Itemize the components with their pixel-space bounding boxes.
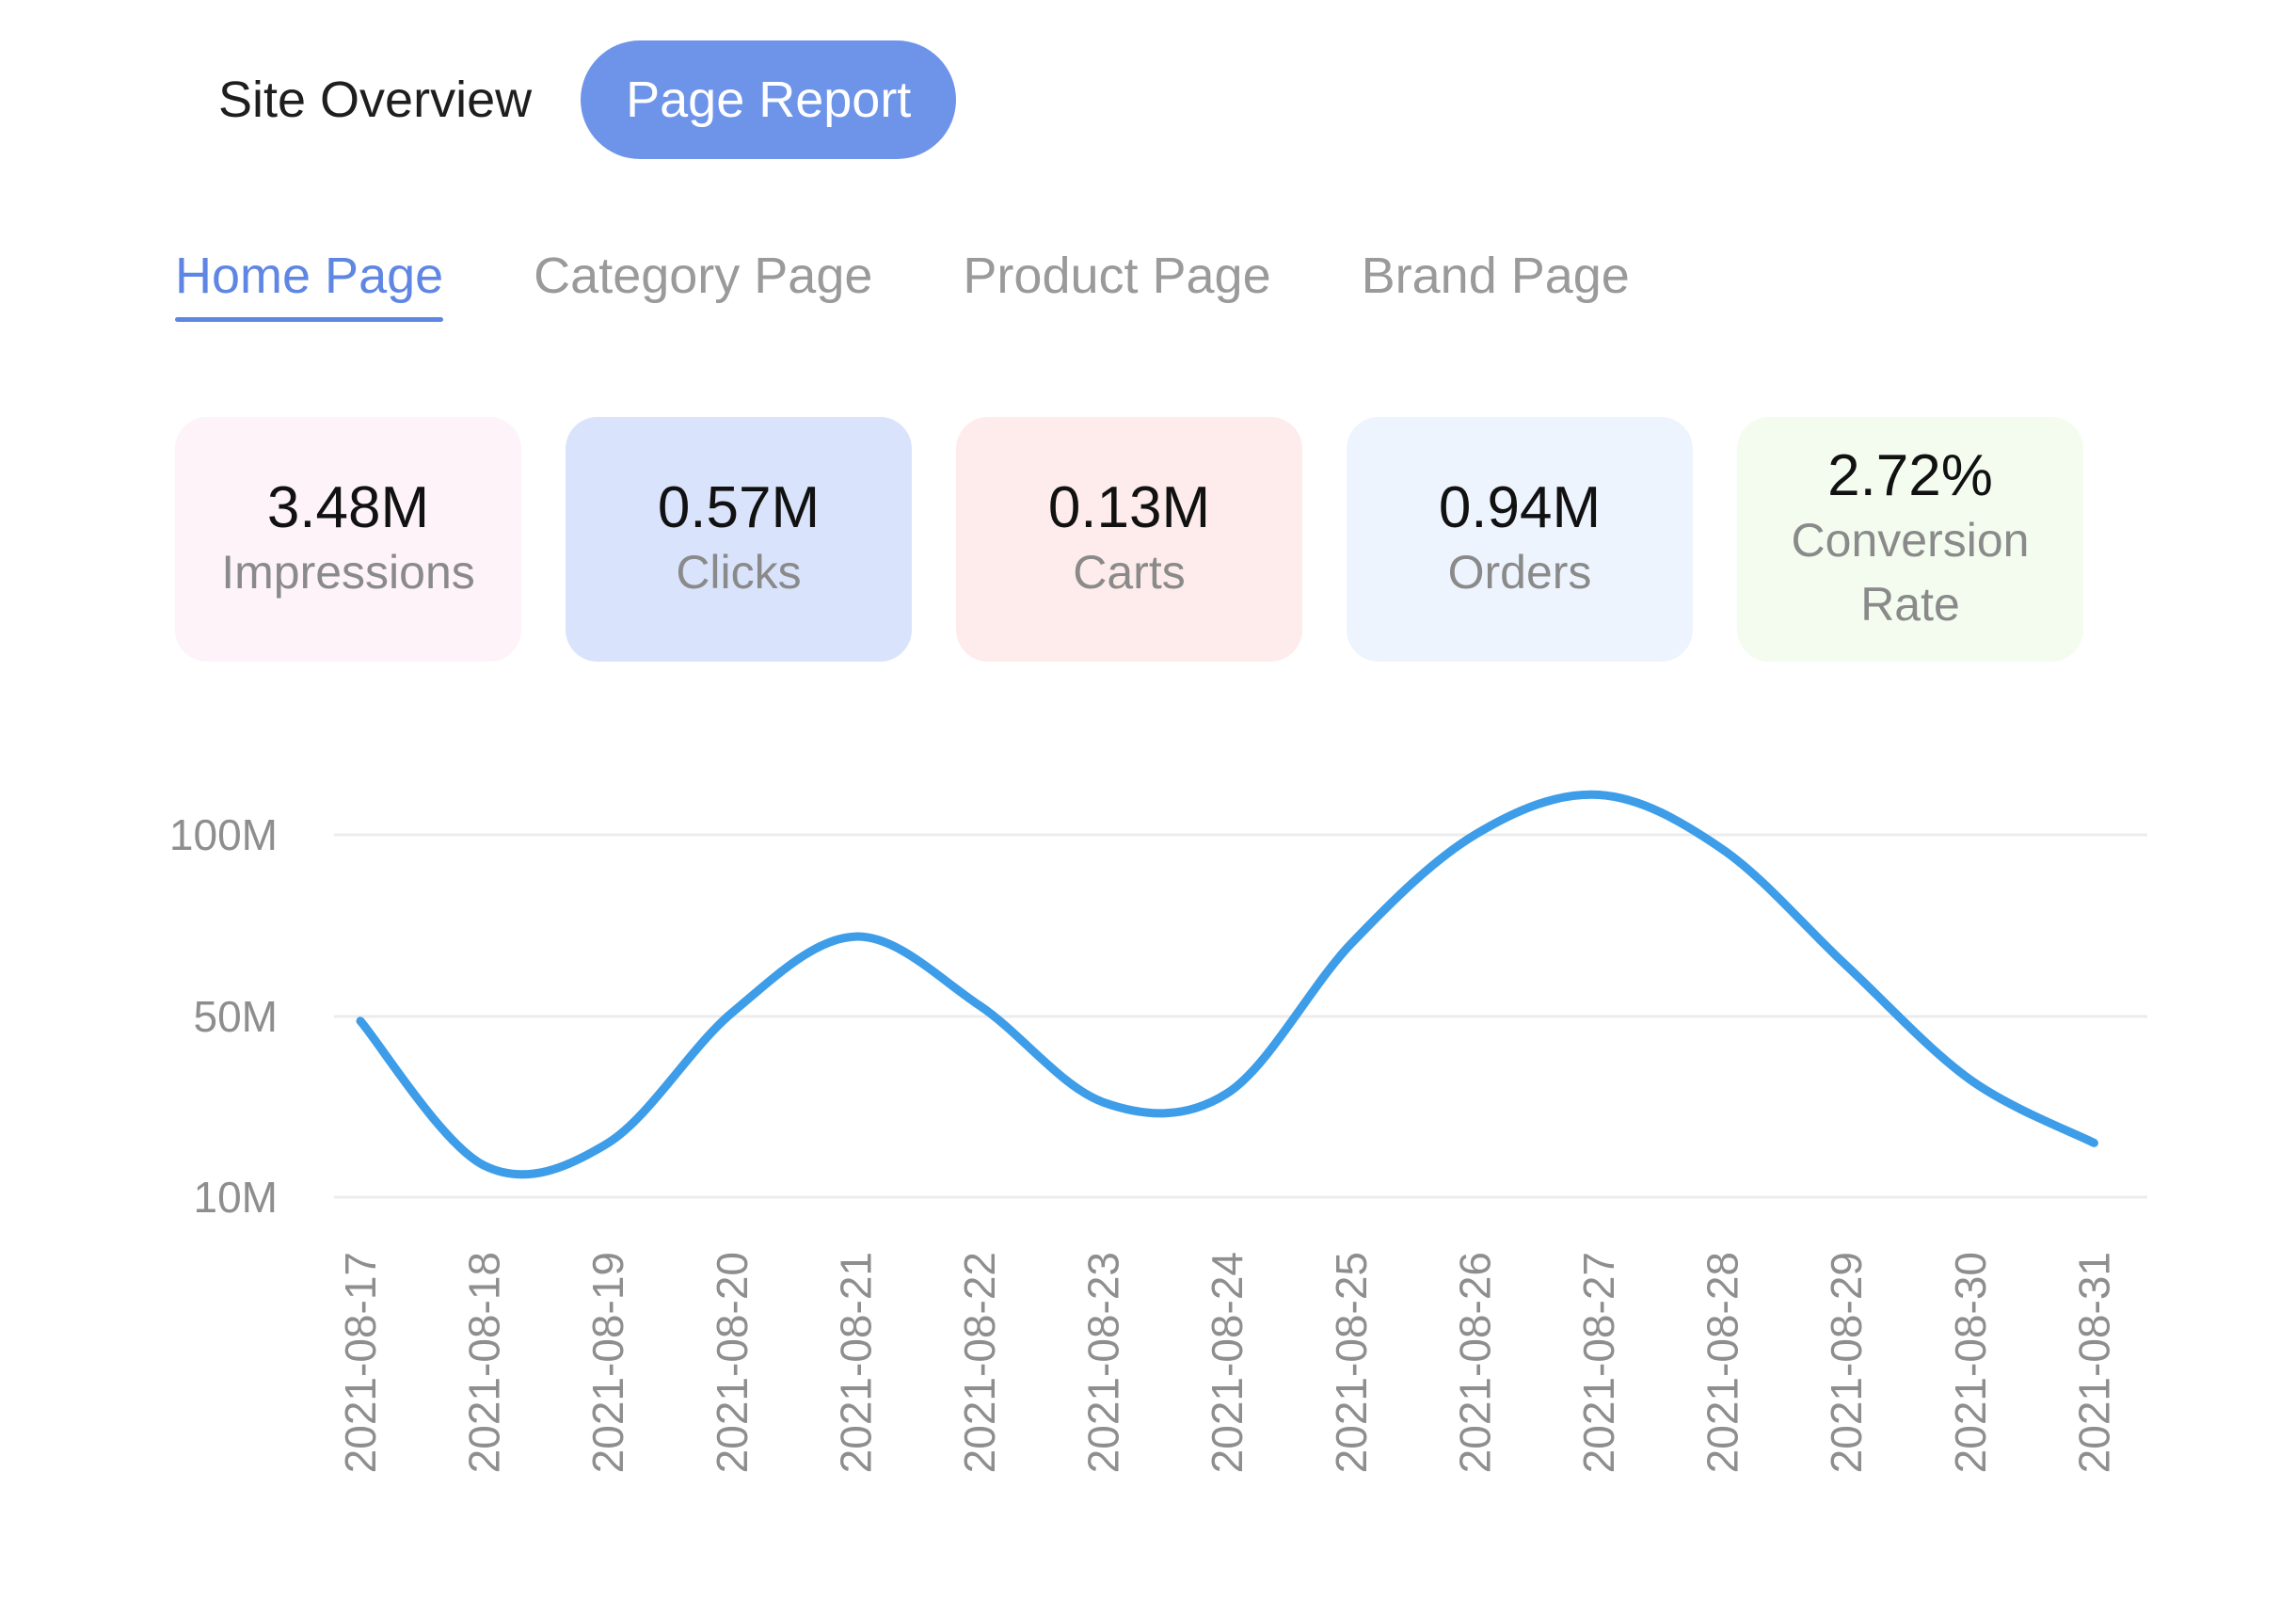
x-tick-label: 2021-08-29: [1822, 1252, 1871, 1473]
kpi-value: 0.94M: [1438, 474, 1602, 540]
x-tick-label: 2021-08-24: [1203, 1252, 1252, 1473]
tab-brand-page[interactable]: Brand Page: [1361, 248, 1630, 304]
x-tick-label: 2021-08-19: [583, 1252, 632, 1473]
page-tab-bar: Home Page Category Page Product Page Bra…: [175, 247, 1720, 322]
kpi-card-orders: 0.94M Orders: [1347, 417, 1693, 662]
x-tick-label: 2021-08-17: [336, 1252, 385, 1473]
x-tick-label: 2021-08-22: [955, 1252, 1004, 1473]
x-tick-label: 2021-08-23: [1079, 1252, 1128, 1473]
x-tick-label: 2021-08-25: [1327, 1252, 1376, 1473]
series-line: [356, 790, 2098, 1179]
tab-site-overview[interactable]: Site Overview: [218, 72, 533, 128]
tab-product-page[interactable]: Product Page: [963, 248, 1271, 304]
y-axis-ticks: 10M 50M 100M: [169, 810, 278, 1222]
tab-home-page[interactable]: Home Page: [175, 247, 444, 322]
chart-series: [356, 790, 2098, 1179]
kpi-label: Impressions: [221, 545, 475, 599]
kpi-label: Clicks: [676, 545, 802, 599]
x-tick-label: 2021-08-18: [460, 1252, 509, 1473]
kpi-label: Conversion Rate: [1791, 514, 2030, 631]
chart-gridlines: [334, 833, 2147, 1199]
x-tick-label: 2021-08-21: [831, 1252, 880, 1473]
x-tick-label: 2021-08-28: [1698, 1252, 1747, 1473]
y-tick-label: 10M: [194, 1173, 278, 1222]
kpi-value: 2.72%: [1827, 442, 1993, 508]
x-axis-ticks: 2021-08-17 2021-08-18 2021-08-19 2021-08-20…: [336, 1252, 2118, 1473]
kpi-card-clicks: 0.57M Clicks: [566, 417, 912, 662]
x-tick-label: 2021-08-30: [1946, 1252, 1995, 1473]
tab-category-page[interactable]: Category Page: [534, 248, 873, 304]
kpi-card-conversion-rate: 2.72% Conversion Rate: [1737, 417, 2083, 662]
kpi-label: Orders: [1447, 545, 1592, 599]
kpi-cards: 3.48M Impressions 0.57M Clicks 0.13M Car…: [175, 417, 2128, 662]
x-tick-label: 2021-08-20: [708, 1252, 757, 1473]
y-tick-label: 50M: [194, 992, 278, 1041]
x-tick-label: 2021-08-26: [1450, 1252, 1499, 1473]
kpi-value: 0.57M: [657, 474, 821, 540]
tab-page-report[interactable]: Page Report: [581, 40, 957, 159]
kpi-value: 3.48M: [266, 474, 430, 540]
x-tick-label: 2021-08-27: [1574, 1252, 1623, 1473]
kpi-label: Carts: [1073, 545, 1186, 599]
y-tick-label: 100M: [169, 810, 278, 859]
kpi-card-impressions: 3.48M Impressions: [175, 417, 521, 662]
kpi-card-carts: 0.13M Carts: [956, 417, 1302, 662]
x-tick-label: 2021-08-31: [2069, 1252, 2118, 1473]
top-tab-bar: Site Overview Page Report: [179, 40, 957, 159]
kpi-value: 0.13M: [1047, 474, 1211, 540]
